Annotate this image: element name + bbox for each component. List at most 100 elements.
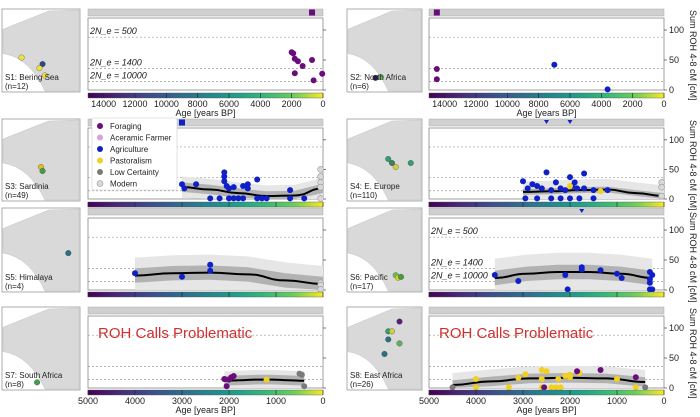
data-point-agriculture xyxy=(552,179,559,186)
ylabel-row2: Sum ROH 4-8 cM [cM] xyxy=(688,120,698,211)
plot-area xyxy=(87,17,324,91)
map-sample-point xyxy=(392,164,399,170)
data-point-pastoralism xyxy=(567,374,573,381)
colorbar-tick-label: 1000 xyxy=(607,396,627,406)
map-sample-point xyxy=(377,74,384,80)
data-point-pastoralism xyxy=(538,367,545,373)
y-tick-label: 100 xyxy=(669,225,684,235)
off-scale-marker xyxy=(567,120,573,124)
colorbar-tick-label: 4000 xyxy=(466,396,486,406)
data-point-agriculture xyxy=(226,185,232,192)
data-point-foraging xyxy=(541,384,548,391)
map-land xyxy=(347,119,422,201)
colorbar-tick-label: 3000 xyxy=(172,396,192,406)
data-point-agriculture xyxy=(254,195,261,202)
data-point-agriculture xyxy=(207,261,214,268)
data-point-foraging xyxy=(319,70,326,77)
colorbar-tick-label: 2000 xyxy=(560,396,580,406)
map-sample-point xyxy=(396,318,403,325)
panel-n: (n=49) xyxy=(5,191,29,200)
map-sample-point xyxy=(34,379,41,386)
data-point-agriculture xyxy=(301,195,308,202)
data-point-agriculture xyxy=(564,286,571,293)
data-point-pastoralism xyxy=(567,182,573,189)
colorbar-tick-label: 12000 xyxy=(463,99,488,109)
y-tick-label: 100 xyxy=(669,135,684,145)
legend-label: Aceramic Farmer xyxy=(110,134,172,143)
panel-n: (n=8) xyxy=(5,380,24,389)
panel-title: S4: E. Europe xyxy=(350,182,400,191)
data-point-foraging xyxy=(294,58,301,65)
y-tick-label: 50 xyxy=(669,55,679,65)
top-strip xyxy=(428,207,665,216)
colorbar-tick-label: 4000 xyxy=(125,396,145,406)
colorbar-tick-label: 6000 xyxy=(560,99,580,109)
roh-problematic-note: ROH Calls Problematic xyxy=(439,325,594,342)
data-point-agriculture xyxy=(230,184,237,191)
data-point-pastoralism xyxy=(473,384,479,391)
data-point-foraging xyxy=(310,77,317,84)
data-point-foraging xyxy=(597,367,604,373)
legend: Foraging Aceramic Farmer Agriculture Pastor… xyxy=(91,117,178,191)
colorbar-tick-label: 4000 xyxy=(591,99,611,109)
colorbar-tick-label: 0 xyxy=(320,396,325,406)
panel-title: S1: Bering Sea xyxy=(5,73,59,82)
top-strip xyxy=(87,207,324,216)
map-land xyxy=(2,9,80,92)
data-point-agriculture xyxy=(193,181,200,188)
ne-label: 2N_e = 500 xyxy=(430,226,478,236)
data-point-agriculture xyxy=(221,173,228,180)
legend-box xyxy=(91,117,178,191)
map-sample-point xyxy=(39,168,46,174)
colorbar-label: Age [years BP] xyxy=(516,108,576,118)
data-point-agriculture xyxy=(557,195,564,202)
y-tick-label: 50 xyxy=(669,353,679,363)
data-point-foraging xyxy=(223,383,230,390)
ylabel-row1: Sum ROH 4-8 cM [cM] xyxy=(688,10,698,101)
panel-n: (n=6) xyxy=(350,82,369,91)
fit-inner-band xyxy=(494,264,653,286)
fit-line xyxy=(181,186,324,198)
y-tick-label: 50 xyxy=(669,255,679,265)
data-point-foraging xyxy=(309,57,316,63)
map-sample-point xyxy=(36,65,43,72)
panel-n: (n=17) xyxy=(350,282,374,291)
plot-area xyxy=(428,17,665,91)
data-point-agriculture xyxy=(258,195,265,202)
colorbar-tick-label: 2000 xyxy=(219,396,239,406)
colorbar-label: Age [years BP] xyxy=(175,405,235,415)
data-point-modern xyxy=(317,195,324,202)
map-land xyxy=(347,208,422,292)
y-tick-label: 0 xyxy=(669,383,674,393)
data-point-agriculture xyxy=(618,275,625,281)
data-point-low-certainty xyxy=(301,383,308,390)
y-tick-label: 50 xyxy=(669,164,679,174)
colorbar-tick-label: 2000 xyxy=(623,99,643,109)
colorbar-tick-label: 10000 xyxy=(154,99,179,109)
data-point-agriculture xyxy=(207,267,214,274)
data-point-agriculture xyxy=(254,176,261,183)
data-point-modern xyxy=(317,183,324,191)
data-point-low-certainty xyxy=(449,384,456,391)
colorbar-tick-label: 3000 xyxy=(513,396,533,406)
data-point-pastoralism xyxy=(263,376,270,383)
legend-label: Modern xyxy=(110,180,137,189)
ne-label: 2N_e = 500 xyxy=(89,26,137,36)
fit-line xyxy=(134,271,324,285)
data-point-agriculture xyxy=(551,61,558,68)
data-point-agriculture xyxy=(287,195,294,202)
data-point-pastoralism xyxy=(614,376,620,382)
data-point-agriculture xyxy=(562,272,569,278)
top-strip-marker xyxy=(179,119,185,126)
off-scale-marker xyxy=(579,209,585,213)
data-point-modern xyxy=(658,183,665,191)
legend-marker xyxy=(97,134,103,141)
data-point-agriculture xyxy=(216,195,223,202)
data-point-agriculture xyxy=(179,273,185,280)
data-point-agriculture xyxy=(132,270,138,277)
legend-marker xyxy=(97,123,103,129)
map-sample-point xyxy=(396,340,403,347)
y-tick-label: 0 xyxy=(669,194,674,204)
data-point-foraging xyxy=(230,373,237,379)
